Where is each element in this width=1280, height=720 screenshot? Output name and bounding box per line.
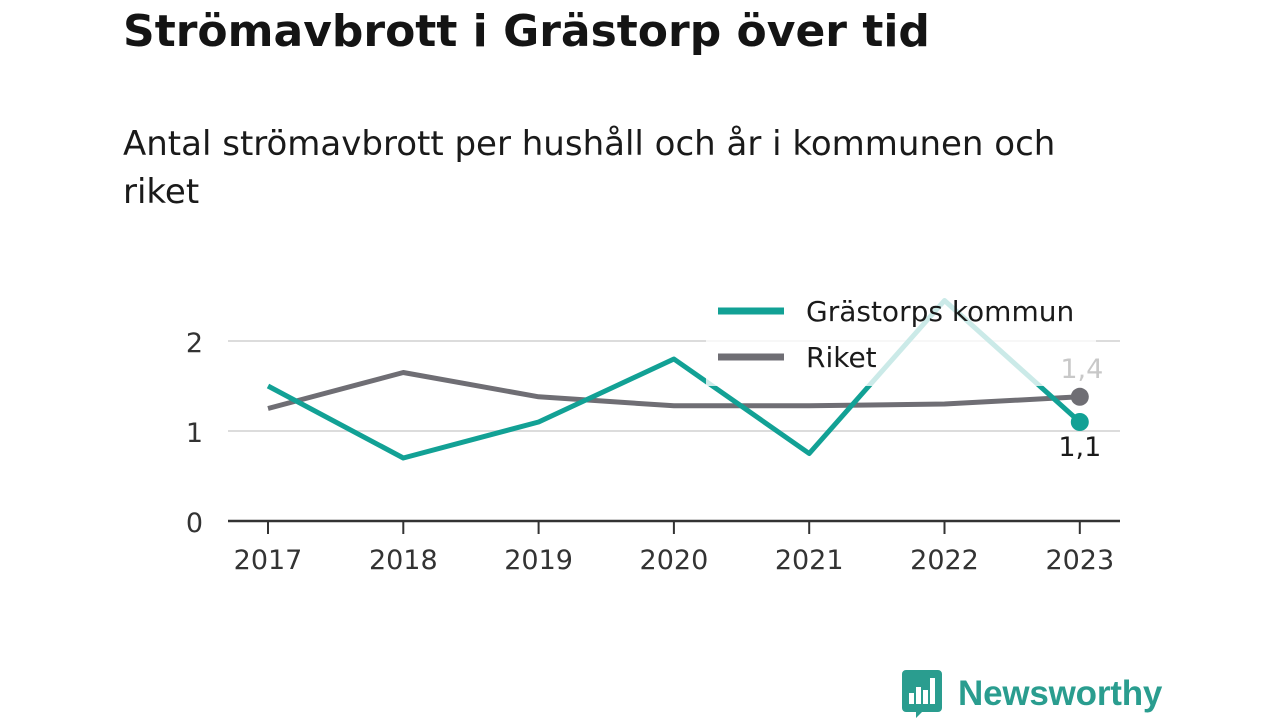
y-tick-label-0: 0 <box>186 508 203 539</box>
chart-title: Strömavbrott i Grästorp över tid <box>123 6 930 57</box>
y-tick-label-2: 2 <box>186 328 203 359</box>
legend-label-0: Grästorps kommun <box>806 295 1074 328</box>
legend-background <box>706 290 1096 386</box>
logo-text: Newsworthy <box>958 674 1163 713</box>
x-tick-label-2021: 2021 <box>775 545 844 576</box>
legend: Grästorps kommun Riket <box>706 290 1096 386</box>
x-tick-label-2023: 2023 <box>1045 545 1114 576</box>
end-label-grastorp: 1,1 <box>1058 432 1101 463</box>
bar-chart-speech-bubble-icon <box>902 670 942 718</box>
newsworthy-logo: Newsworthy <box>902 670 1162 718</box>
x-tick-label-2020: 2020 <box>640 545 709 576</box>
series-line-riket <box>267 370 1080 411</box>
x-tick-label-2017: 2017 <box>234 545 303 576</box>
end-labels: 1,4 1,1 <box>1058 354 1103 463</box>
end-marker-grastorp <box>1070 413 1089 431</box>
legend-label-1: Riket <box>806 341 877 374</box>
chart-subtitle: Antal strömavbrott per hushåll och år i … <box>123 124 1056 212</box>
end-marker-riket <box>1070 387 1089 406</box>
x-tick-label-2018: 2018 <box>369 545 438 576</box>
end-label-riket: 1,4 <box>1060 354 1103 385</box>
axes: 0 1 2 2017 2018 2019 2020 2021 2022 2023 <box>186 328 1120 576</box>
x-tick-label-2019: 2019 <box>504 545 573 576</box>
x-tick-label-2022: 2022 <box>910 545 979 576</box>
y-tick-label-1: 1 <box>186 418 203 449</box>
